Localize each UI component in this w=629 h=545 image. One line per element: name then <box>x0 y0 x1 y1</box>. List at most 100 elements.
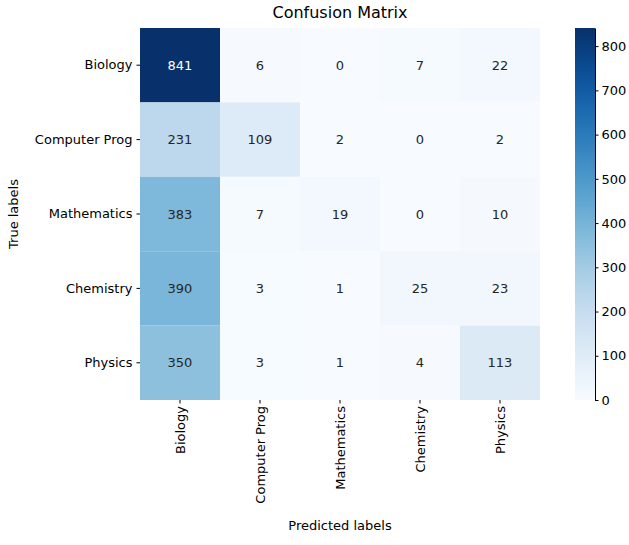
data-label: 0 <box>416 132 424 147</box>
data-label: 4 <box>416 355 424 370</box>
cell <box>460 251 540 325</box>
colorbar-tick: 500 <box>595 171 626 186</box>
cell <box>380 177 460 251</box>
cell <box>220 251 300 325</box>
colorbar-tick: 300 <box>595 260 626 275</box>
colorbar-tick-label: 300 <box>602 260 627 275</box>
colorbar-tick-label: 600 <box>602 127 627 142</box>
cell <box>140 102 220 176</box>
data-label: 3 <box>256 281 264 296</box>
y-tick-label: Mathematics <box>49 206 133 221</box>
data-label: 7 <box>256 207 264 222</box>
y-tick-mark <box>137 362 141 363</box>
y-tick-label: Biology <box>85 57 133 72</box>
cell <box>140 28 220 102</box>
colorbar-tick-mark <box>595 267 599 268</box>
colorbar-tick-mark <box>595 135 599 136</box>
colorbar-tick-label: 100 <box>602 348 627 363</box>
x-tick-mark <box>180 400 181 404</box>
x-tick-mark <box>500 400 501 404</box>
colorbar-tick-label: 200 <box>602 304 627 319</box>
colorbar-tick: 400 <box>595 216 626 231</box>
x-tick: Biology <box>173 400 188 454</box>
colorbar-tick: 100 <box>595 348 626 363</box>
data-label: 2 <box>336 132 344 147</box>
cell <box>140 177 220 251</box>
data-label: 390 <box>168 281 193 296</box>
colorbar-tick-mark <box>595 400 599 401</box>
y-tick-mark <box>137 214 141 215</box>
cell <box>220 326 300 400</box>
cell <box>380 326 460 400</box>
colorbar-tick: 600 <box>595 127 626 142</box>
x-tick-label: Mathematics <box>333 406 348 490</box>
y-tick-label: Chemistry <box>66 281 133 296</box>
x-tick-label: Biology <box>173 406 188 454</box>
data-label: 0 <box>416 207 424 222</box>
colorbar-axis-line <box>595 29 596 401</box>
y-axis: Biology Computer Prog Mathematics Chemistry… <box>35 57 140 370</box>
data-label: 10 <box>492 207 509 222</box>
x-tick: Chemistry <box>413 400 428 473</box>
cell <box>460 326 540 400</box>
cell <box>300 251 380 325</box>
colorbar-tick-mark <box>595 46 599 47</box>
x-tick-label: Chemistry <box>413 406 428 473</box>
colorbar-tick: 0 <box>595 393 610 408</box>
data-label: 350 <box>168 355 193 370</box>
colorbar-tick: 200 <box>595 304 626 319</box>
colorbar-axis: 0 100 200 300 400 500 600 700 800 <box>595 29 626 408</box>
data-label: 841 <box>168 58 193 73</box>
cell <box>140 326 220 400</box>
y-tick: Chemistry <box>66 281 140 296</box>
colorbar-tick-mark <box>595 356 599 357</box>
colorbar-tick: 700 <box>595 83 626 98</box>
data-label: 0 <box>336 58 344 73</box>
y-tick-mark <box>137 139 141 140</box>
cell <box>460 177 540 251</box>
cell <box>300 177 380 251</box>
data-label: 6 <box>256 58 264 73</box>
data-label: 3 <box>256 355 264 370</box>
y-tick-label: Physics <box>84 355 132 370</box>
colorbar-tick-label: 400 <box>602 216 627 231</box>
y-tick: Computer Prog <box>35 132 140 147</box>
x-tick: Computer Prog <box>253 400 268 504</box>
data-label: 383 <box>168 207 193 222</box>
y-axis-title: True labels <box>6 179 21 250</box>
y-tick: Physics <box>84 355 140 370</box>
x-tick: Mathematics <box>333 400 348 490</box>
x-axis-title: Predicted labels <box>288 518 392 533</box>
data-label: 109 <box>248 132 273 147</box>
cell <box>220 28 300 102</box>
y-tick-mark <box>137 288 141 289</box>
x-tick: Physics <box>493 400 508 454</box>
colorbar-tick-label: 800 <box>602 39 627 54</box>
x-tick-mark <box>260 400 261 404</box>
cell <box>380 102 460 176</box>
colorbar-tick-mark <box>595 312 599 313</box>
data-label: 23 <box>492 281 509 296</box>
colorbar-tick-mark <box>595 223 599 224</box>
cell <box>380 28 460 102</box>
data-label: 19 <box>332 207 349 222</box>
data-label: 231 <box>168 132 193 147</box>
colorbar-tick-label: 0 <box>602 393 610 408</box>
colorbar-tick-mark <box>595 90 599 91</box>
y-tick-label: Computer Prog <box>35 132 133 147</box>
cell <box>300 28 380 102</box>
cell <box>220 102 300 176</box>
cell <box>140 251 220 325</box>
x-tick-label: Computer Prog <box>253 406 268 504</box>
chart: 8416072223110920238371901039031252335031… <box>0 0 629 545</box>
cells <box>140 28 540 400</box>
x-axis: Biology Computer Prog Mathematics Chemistry… <box>173 400 508 504</box>
cell <box>300 326 380 400</box>
data-label: 22 <box>492 58 509 73</box>
data-label: 1 <box>336 355 344 370</box>
colorbar <box>575 28 595 400</box>
y-tick: Mathematics <box>49 206 140 221</box>
cell <box>380 251 460 325</box>
colorbar-tick-label: 700 <box>602 83 627 98</box>
cell <box>300 102 380 176</box>
